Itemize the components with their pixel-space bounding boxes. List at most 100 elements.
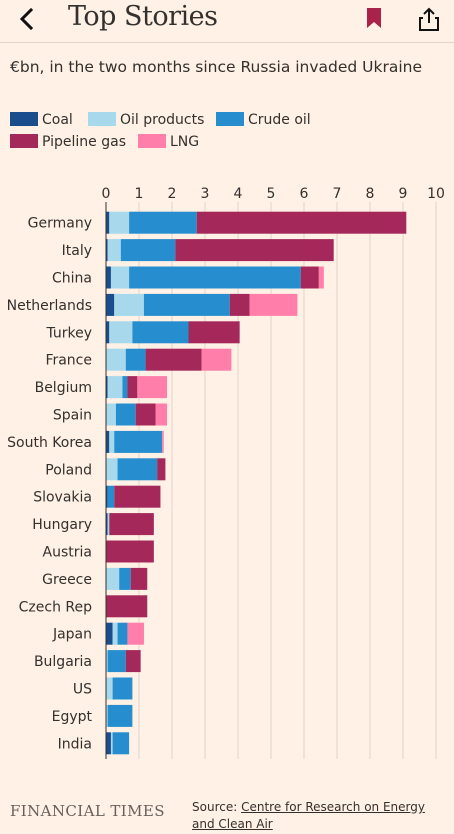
bar-segment (112, 732, 130, 755)
bar-segment (107, 376, 123, 399)
category-label: Italy (62, 243, 92, 259)
category-label: Germany (28, 216, 92, 232)
category-label: Slovakia (33, 490, 92, 506)
category-label: US (73, 682, 92, 698)
bar-segment (114, 485, 161, 508)
bar-segment (107, 513, 110, 536)
bar-segment (106, 239, 108, 262)
bar-segment (127, 622, 144, 645)
chart-subtitle: €bn, in the two months since Russia inva… (10, 58, 423, 76)
bar-segment (109, 211, 130, 234)
bar-segment (145, 348, 202, 371)
x-tick-label: 6 (300, 186, 309, 202)
bar-segment (318, 266, 324, 289)
bar-segment (229, 293, 250, 316)
legend-label: Pipeline gas (42, 134, 126, 150)
bar-segment (109, 513, 154, 536)
bar-segment (106, 732, 111, 755)
page-title: Top Stories (68, 1, 218, 32)
bar-segment (107, 650, 126, 673)
legend-swatch (138, 134, 166, 148)
bar-segment (106, 595, 148, 618)
bar-segment (106, 650, 108, 673)
stacked-bar-chart: 0 1 2 3 4 5 6 7 8 9 10 Germany Italy China Netherlands… (7, 186, 445, 759)
bar-segment (106, 348, 126, 371)
bar-segment (125, 650, 141, 673)
bar-segment (106, 458, 118, 481)
category-label: Czech Rep (19, 599, 92, 615)
bar-segment (129, 266, 301, 289)
bar-segment (125, 348, 146, 371)
bar-segment (106, 321, 110, 344)
bar-segment (127, 376, 138, 399)
legend-item-oil-products: Oil products (88, 112, 204, 132)
bar-segment (109, 321, 133, 344)
bar-segment (122, 376, 128, 399)
bar-segment (106, 567, 120, 590)
legend-label: LNG (170, 134, 200, 150)
category-label: Greece (42, 572, 92, 588)
legend-swatch (10, 112, 38, 126)
bar-segment (115, 403, 136, 426)
bar-segment (112, 622, 118, 645)
bar-segment (107, 239, 121, 262)
category-label: Belgium (35, 380, 92, 396)
legend-item-pipeline-gas: Pipeline gas (10, 134, 126, 154)
bar-segment (112, 677, 133, 700)
bar-segment (129, 211, 197, 234)
category-label: Poland (45, 462, 92, 478)
bar-segment (188, 321, 240, 344)
bar-segment (107, 704, 133, 727)
legend-swatch (216, 112, 244, 126)
bar-segment (106, 293, 115, 316)
bar-segment (110, 732, 113, 755)
bar-segment (196, 211, 407, 234)
bar-segment (106, 376, 108, 399)
legend-label: Crude oil (248, 112, 311, 128)
legend-item-lng: LNG (138, 134, 199, 154)
legend-swatch (10, 134, 38, 148)
bar-segment (114, 430, 163, 453)
category-label: Egypt (52, 709, 93, 725)
bar-segment (106, 485, 108, 508)
x-tick-label: 1 (135, 186, 144, 202)
share-icon[interactable] (418, 6, 440, 36)
bar-segment (137, 376, 168, 399)
bar-segment (132, 321, 189, 344)
x-tick-label: 4 (234, 186, 243, 202)
bar-segment (120, 239, 176, 262)
bar-segment (119, 567, 131, 590)
bar-segment (109, 430, 115, 453)
category-label: India (58, 736, 92, 752)
bar-segment (135, 403, 156, 426)
bar-segment (201, 348, 232, 371)
bar-segment (130, 567, 148, 590)
x-tick-label: 5 (267, 186, 276, 202)
brand-logo: FINANCIAL TIMES (10, 802, 165, 820)
source-prefix: Source: (192, 800, 242, 814)
bar-segment (106, 266, 111, 289)
x-tick-label: 0 (102, 186, 111, 202)
category-label: Japan (52, 627, 92, 643)
legend-swatch (88, 112, 116, 126)
back-icon[interactable] (16, 6, 40, 32)
source-note: Source: Centre for Research on Energy an… (192, 799, 447, 833)
bar-segment (106, 211, 110, 234)
category-label: Netherlands (7, 298, 92, 314)
legend-item-coal: Coal (10, 112, 73, 132)
top-bar: Top Stories (0, 0, 454, 43)
legend-label: Oil products (120, 112, 205, 128)
source-link[interactable]: Centre for Research on Energy and Clean … (192, 800, 425, 831)
category-label: Austria (43, 545, 92, 561)
bar-segment (143, 293, 230, 316)
x-tick-label: 9 (399, 186, 408, 202)
category-label: Hungary (32, 517, 92, 533)
category-label: Turkey (45, 325, 92, 341)
bar-segment (117, 622, 128, 645)
bar-segment (106, 403, 116, 426)
bookmark-icon[interactable] (366, 7, 382, 33)
bar-segment (117, 458, 158, 481)
bar-segment (249, 293, 298, 316)
bar-segment (106, 540, 154, 563)
bar-segment (114, 293, 144, 316)
